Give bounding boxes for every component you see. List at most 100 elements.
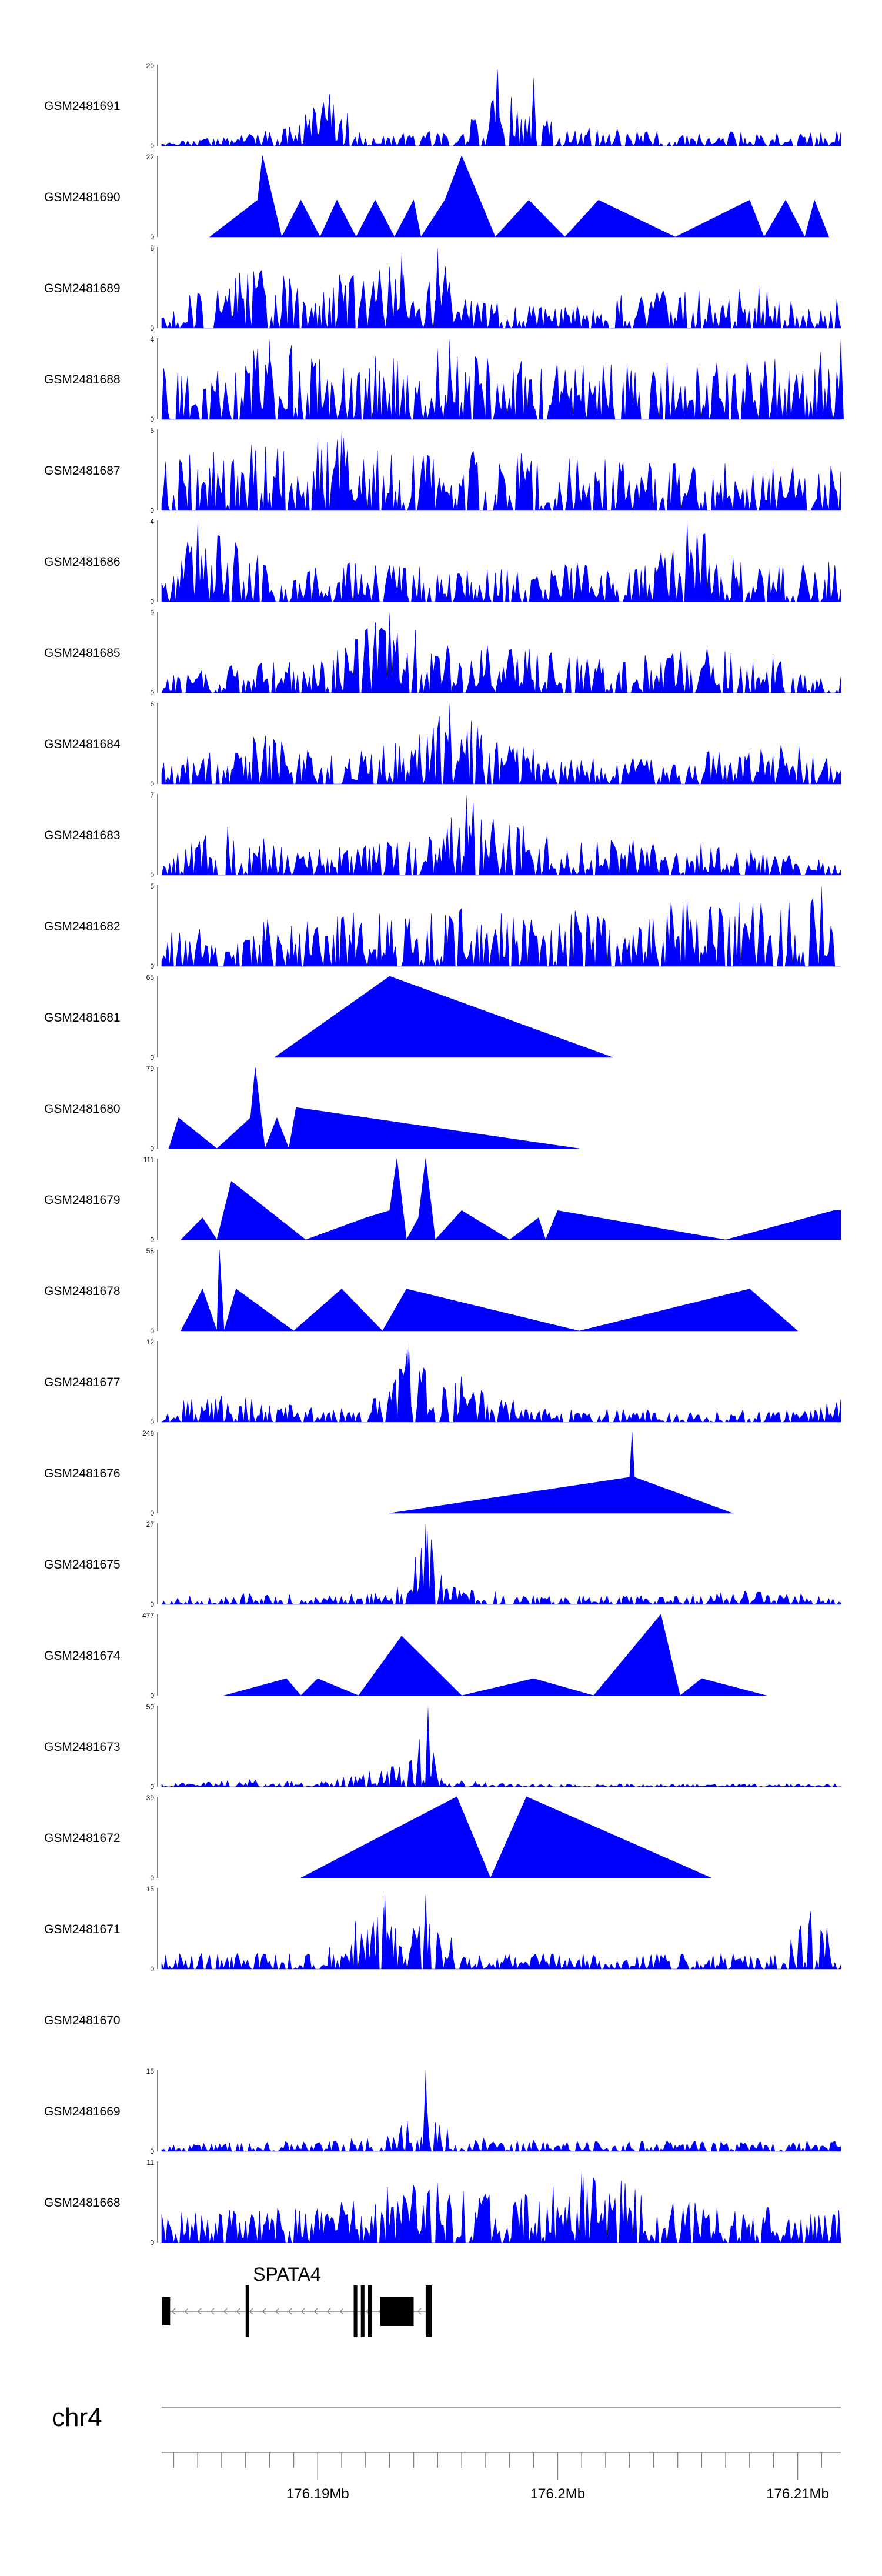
y-min-label: 0: [150, 1236, 154, 1244]
signal-peak: [406, 1341, 412, 1422]
signal-area: [161, 898, 841, 967]
track-label: GSM2481685: [44, 646, 121, 660]
gene-exon: [353, 2285, 358, 2337]
gene-exon: [360, 2285, 365, 2337]
signal-peak: [266, 338, 273, 419]
y-max-label: 477: [142, 1611, 154, 1620]
axis-tick-label: 176.19Mb: [286, 2486, 349, 2502]
y-max-label: 39: [146, 1794, 155, 1802]
track-GSM2481669: GSM2481669 15 0: [44, 2067, 841, 2155]
y-max-label: 79: [146, 1065, 155, 1073]
axis-tick-label: 176.2Mb: [530, 2486, 585, 2502]
track-label: GSM2481686: [44, 555, 121, 569]
track-GSM2481683: GSM2481683 7 0: [44, 791, 841, 879]
signal-area: [300, 1796, 711, 1878]
signal-area: [223, 1614, 767, 1696]
track-label: GSM2481684: [44, 738, 121, 751]
y-max-label: 22: [146, 153, 155, 161]
y-max-label: 11: [147, 2158, 155, 2167]
y-max-label: 6: [150, 700, 154, 708]
y-max-label: 8: [150, 244, 154, 252]
y-min-label: 0: [150, 1327, 154, 1335]
signal-area: [181, 1249, 798, 1332]
track-label: GSM2481671: [44, 1923, 121, 1936]
signal-peak: [195, 520, 201, 602]
track-label: GSM2481676: [44, 1467, 121, 1480]
signal-peak: [425, 1706, 431, 1787]
strand-chevron: [417, 2308, 422, 2315]
track-GSM2481671: GSM2481671 15 0: [44, 1885, 841, 1973]
y-min-label: 0: [150, 1509, 154, 1517]
signal-peak: [422, 1893, 429, 1969]
gene-exon: [425, 2285, 432, 2337]
signal-peak: [435, 348, 441, 419]
track-GSM2481686: GSM2481686 4 0: [44, 518, 841, 606]
signal-area: [161, 529, 841, 602]
signal-peak: [530, 76, 537, 146]
y-min-label: 0: [150, 1418, 154, 1426]
y-min-label: 0: [150, 871, 154, 879]
y-min-label: 0: [150, 2238, 154, 2247]
signal-peak: [382, 1893, 388, 1969]
gene-exon: [162, 2297, 171, 2325]
track-label: GSM2481668: [44, 2196, 121, 2210]
y-min-label: 0: [150, 1053, 154, 1062]
y-min-label: 0: [150, 598, 154, 606]
track-GSM2481668: GSM2481668 11 0: [44, 2158, 841, 2247]
strand-chevron: [327, 2308, 331, 2315]
signal-area: [161, 2176, 841, 2243]
y-max-label: 4: [150, 518, 154, 526]
signal-peak: [463, 794, 470, 875]
track-label: GSM2481679: [44, 1193, 121, 1207]
track-label: GSM2481682: [44, 920, 121, 933]
y-max-label: 50: [146, 1703, 155, 1711]
track-GSM2481678: GSM2481678 58 0: [44, 1247, 798, 1335]
track-GSM2481674: GSM2481674 477 0: [44, 1611, 767, 1700]
gene-exon: [368, 2285, 372, 2337]
signal-peak: [838, 338, 844, 419]
signal-peak: [315, 437, 321, 510]
track-GSM2481682: GSM2481682 5 0: [44, 882, 841, 970]
strand-chevron: [198, 2308, 202, 2315]
signal-peak: [495, 68, 501, 146]
track-GSM2481688: GSM2481688 4 0: [44, 335, 844, 423]
track-GSM2481672: GSM2481672 39 0: [44, 1794, 711, 1882]
track-label: GSM2481673: [44, 1740, 121, 1754]
track-GSM2481685: GSM2481685 9 0: [44, 609, 841, 697]
y-max-label: 5: [150, 426, 154, 435]
y-min-label: 0: [150, 324, 154, 332]
track-GSM2481677: GSM2481677 12 0: [44, 1338, 841, 1426]
y-min-label: 0: [150, 1783, 154, 1791]
gene-label: SPATA4: [253, 2264, 321, 2285]
track-GSM2481670: GSM2481670: [44, 2014, 121, 2027]
strand-chevron: [172, 2308, 176, 2315]
y-min-label: 0: [150, 962, 154, 970]
track-label: GSM2481683: [44, 829, 121, 842]
strand-chevron: [275, 2308, 279, 2315]
track-label: GSM2481670: [44, 2014, 121, 2027]
y-max-label: 65: [146, 973, 155, 982]
strand-chevron: [340, 2308, 344, 2315]
strand-chevron: [262, 2308, 266, 2315]
track-label: GSM2481681: [44, 1011, 121, 1025]
y-max-label: 12: [146, 1338, 155, 1346]
y-min-label: 0: [150, 1874, 154, 1882]
track-label: GSM2481674: [44, 1649, 121, 1663]
y-min-label: 0: [150, 1600, 154, 1609]
strand-chevron: [185, 2308, 189, 2315]
y-max-label: 5: [150, 882, 154, 890]
y-max-label: 15: [146, 1885, 155, 1893]
signal-peak: [446, 703, 453, 784]
signal-area: [181, 1158, 841, 1240]
track-label: GSM2481678: [44, 1284, 121, 1298]
signal-peak: [446, 338, 453, 419]
signal-peak: [422, 2070, 429, 2151]
chromosome-label: chr4: [52, 2403, 102, 2432]
y-max-label: 20: [146, 62, 155, 70]
track-GSM2481681: GSM2481681 65 0: [44, 973, 613, 1062]
signal-peak: [422, 1523, 429, 1604]
y-min-label: 0: [150, 1965, 154, 1973]
signal-peak: [339, 429, 345, 510]
signal-area: [389, 1432, 733, 1514]
